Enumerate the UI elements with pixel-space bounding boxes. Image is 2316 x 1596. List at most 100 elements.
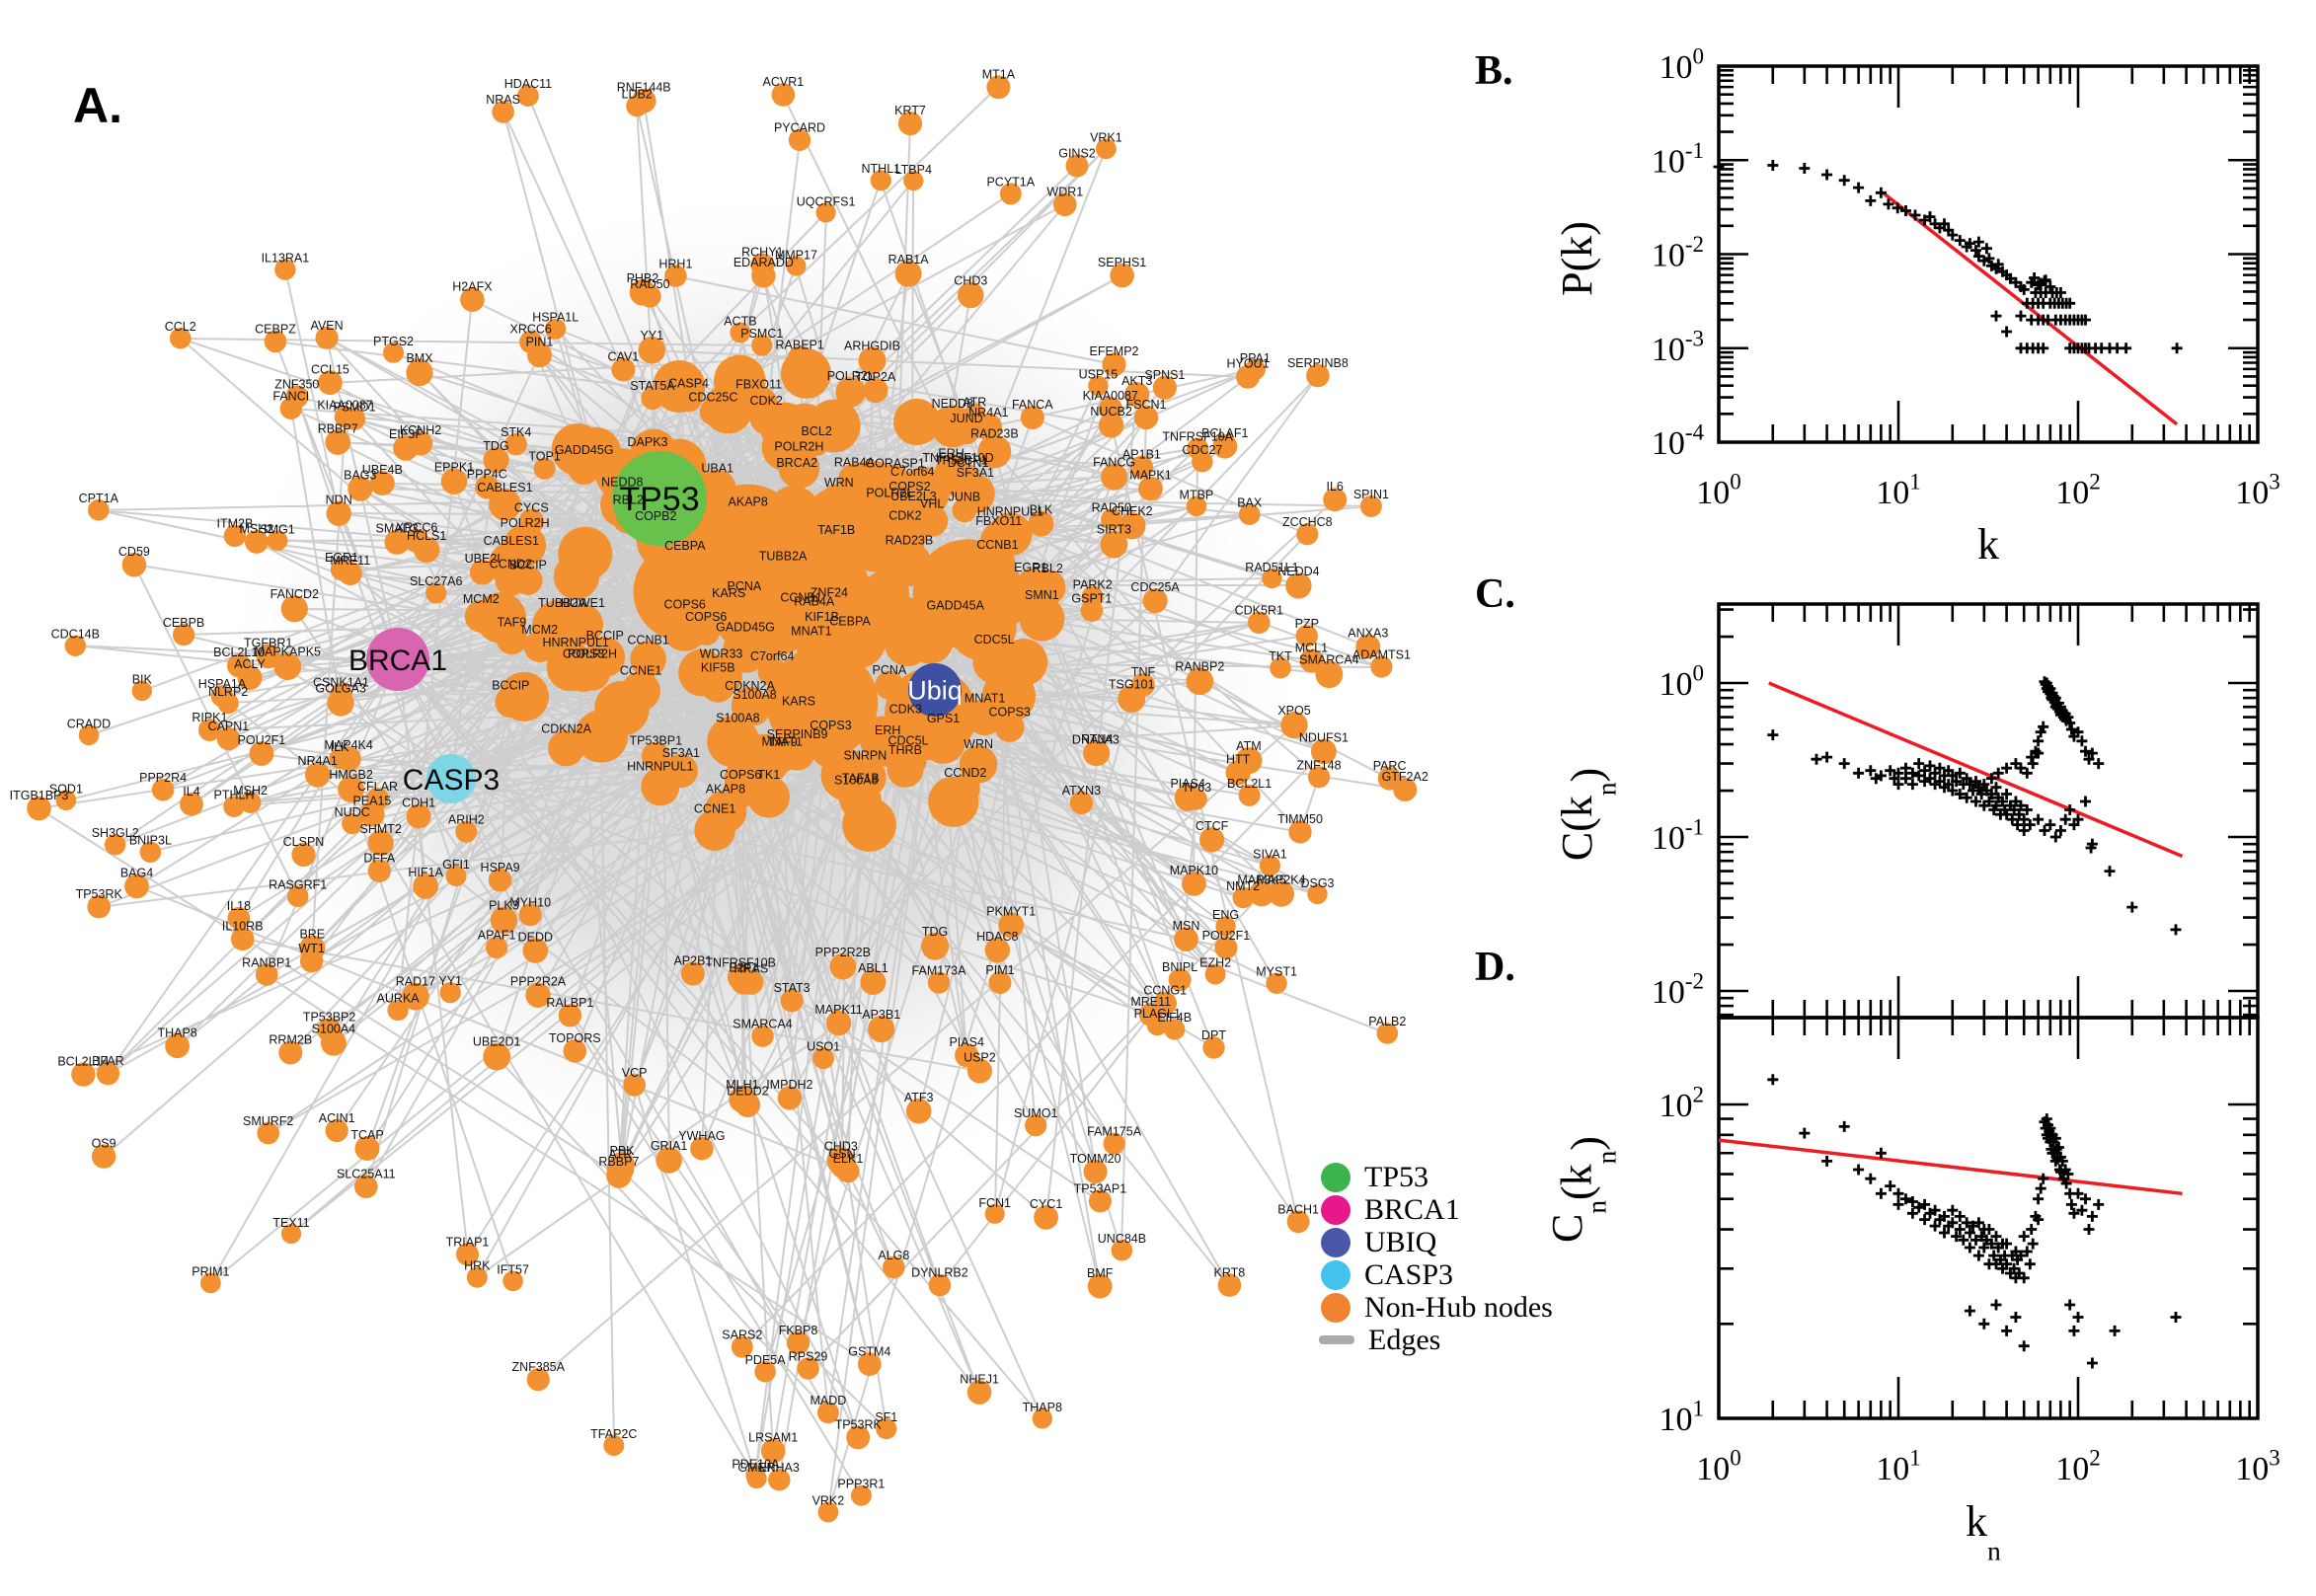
network-node-label: PPP3R1	[837, 1478, 885, 1491]
network-node-label: UNC84B	[1098, 1232, 1146, 1246]
network-node-label: TOP1	[528, 450, 560, 464]
network-node	[1098, 396, 1122, 420]
network-node-label: SERPINB9	[767, 727, 828, 741]
network-node	[406, 803, 431, 829]
network-node-label: EGR1	[1014, 561, 1047, 574]
network-node	[558, 526, 613, 581]
network-node	[786, 256, 807, 276]
network-node	[998, 912, 1025, 939]
network-node	[502, 1270, 523, 1292]
network-node-label: RPS29	[789, 1349, 828, 1363]
network-node-label: ZNF385A	[511, 1360, 565, 1374]
network-node	[1236, 364, 1260, 389]
network-node-label: C7orf64	[890, 465, 935, 479]
network-node-label: STAT5A	[630, 379, 675, 393]
network-node-label: NLRP2	[208, 685, 248, 699]
network-node-label: DEDD	[518, 930, 553, 944]
network-node-label: JUND	[950, 412, 982, 425]
network-node-label: RBBP7	[318, 421, 358, 435]
network-node-label: ERH	[938, 446, 964, 460]
hub-nodes	[366, 451, 962, 803]
network-node-label: BAG3	[344, 469, 376, 483]
network-node-label: HSPA1L	[532, 311, 579, 325]
network-node-label: SEPHS1	[1098, 256, 1146, 269]
network-node	[1248, 611, 1271, 635]
network-node-label: SPIN1	[1353, 488, 1389, 501]
network-node	[1355, 634, 1381, 659]
network-node	[469, 560, 496, 585]
network-node-label: POU2F1	[1202, 929, 1251, 943]
network-node-label: GINS2	[1058, 147, 1096, 161]
network-node	[1131, 673, 1155, 697]
network-node	[757, 656, 787, 687]
network-node-label: BCCIP	[509, 559, 547, 572]
network-node	[367, 829, 394, 857]
network-node-label: CD59	[118, 545, 150, 559]
network-node-label: SF3A1	[662, 746, 700, 760]
network-node-label: ARHGDIB	[844, 339, 900, 352]
network-node	[1187, 437, 1209, 460]
network-node-label: HCLS1	[407, 529, 446, 543]
network-node-label: POLR2L	[866, 487, 913, 500]
network-node-label: MAP4K4	[325, 738, 373, 752]
network-node-label: C7orf64	[750, 649, 795, 663]
network-node-label: PZP	[1295, 617, 1319, 631]
network-node	[1146, 1015, 1168, 1036]
network-node	[78, 724, 100, 746]
network-node-label: ILK	[331, 740, 349, 754]
network-node-label: BAX	[1237, 495, 1263, 509]
hub-label-ubiq: Ubiq	[907, 676, 963, 706]
network-node-label: CAPN1	[208, 720, 250, 733]
network-node-label: KCNH2	[400, 423, 441, 437]
network-node	[731, 968, 757, 995]
network-node	[1110, 263, 1134, 288]
network-node	[71, 1062, 96, 1087]
network-node-label: KRT7	[894, 104, 926, 117]
network-node-label: H2AFX	[452, 279, 493, 293]
network-node	[1103, 1132, 1125, 1155]
network-node	[747, 776, 790, 818]
network-node-label: FAM173A	[912, 964, 967, 978]
network-node-label: GADD45A	[927, 598, 985, 612]
network-node	[274, 259, 296, 280]
network-node	[475, 475, 500, 499]
network-node	[1238, 503, 1261, 525]
network-node	[131, 680, 152, 702]
tick-label: 101	[1876, 470, 1921, 511]
network-graph: ZNF24C7orf64S100A8BCCIPCCNB1COPS6CCND2CO…	[10, 67, 1428, 1523]
network-node-label: FSCN1	[1126, 398, 1167, 412]
network-node-label: DSG3	[1300, 876, 1334, 890]
network-node	[1053, 192, 1077, 217]
network-node-label: MAP3K5	[1237, 874, 1285, 887]
network-node-label: TP63	[1182, 781, 1211, 795]
network-node	[1299, 648, 1324, 673]
network-node-label: IL18	[227, 899, 251, 913]
network-node-label: RANBP2	[1175, 659, 1224, 673]
legend-item: CASP3	[1321, 1258, 1553, 1291]
legend-item-label: UBIQ	[1364, 1225, 1437, 1258]
network-node-label: RNF144B	[617, 81, 671, 95]
network-node-label: PIN1	[526, 335, 554, 348]
network-node-label: SIRT3	[1097, 523, 1131, 537]
network-node-label: CCND2	[944, 766, 986, 780]
network-node-label: HDAC11	[504, 77, 552, 91]
network-node-label: PPP2R2A	[510, 975, 567, 989]
network-node	[1296, 523, 1319, 546]
network-node-label: NDUFS1	[1299, 731, 1349, 745]
network-node	[788, 345, 812, 370]
network-node-label: PRIM1	[192, 1264, 229, 1278]
network-node	[1232, 887, 1254, 909]
network-node-label: FBXO11	[735, 378, 782, 392]
network-node-label: GRIA1	[651, 1139, 688, 1153]
network-node	[751, 335, 773, 356]
hub-node-ubiq	[908, 663, 962, 717]
network-node	[977, 434, 1012, 469]
network-node	[413, 874, 438, 899]
network-node	[1186, 667, 1214, 696]
network-node	[638, 337, 666, 364]
network-node	[1069, 791, 1094, 815]
network-node-label: PSMC1	[740, 327, 783, 341]
network-node-label: BCL2	[802, 424, 832, 438]
network-node	[777, 1086, 803, 1110]
network-node-label: RBL2	[613, 493, 644, 506]
